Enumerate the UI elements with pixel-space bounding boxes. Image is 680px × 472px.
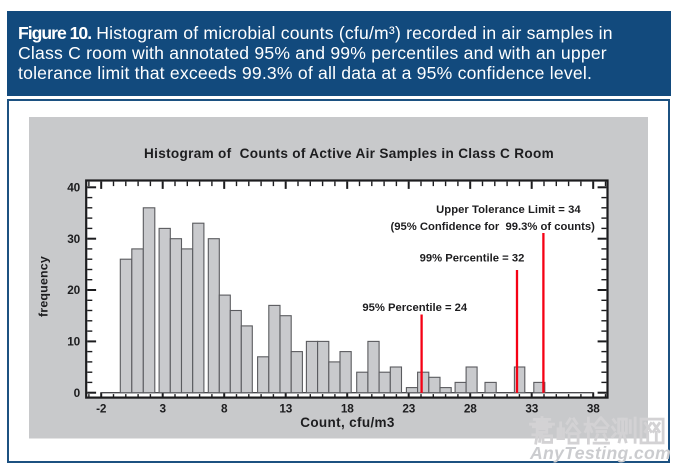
svg-text:99% Percentile = 32: 99% Percentile = 32 (420, 253, 525, 265)
svg-text:8: 8 (221, 402, 228, 416)
svg-text:Histogram of Counts of Active: Histogram of Counts of Active Air Sample… (144, 146, 554, 161)
svg-text:20: 20 (67, 283, 80, 297)
svg-text:0: 0 (74, 386, 81, 400)
svg-text:28: 28 (464, 402, 477, 416)
svg-text:frequency: frequency (37, 256, 51, 317)
svg-text:38: 38 (587, 402, 600, 416)
svg-text:3: 3 (160, 402, 167, 416)
svg-text:18: 18 (341, 402, 354, 416)
svg-text:33: 33 (525, 402, 538, 416)
svg-text:AnyTesting.com: AnyTesting.com (529, 443, 671, 463)
svg-text:(95% Confidence for 99.3% of: (95% Confidence for 99.3% of counts) (390, 221, 595, 233)
svg-text:10: 10 (67, 335, 80, 349)
svg-text:Count, cfu/m3: Count, cfu/m3 (300, 415, 395, 430)
svg-text:23: 23 (402, 402, 415, 416)
svg-text:95% Percentile = 24: 95% Percentile = 24 (362, 302, 467, 314)
svg-text:40: 40 (67, 181, 80, 195)
svg-text:13: 13 (279, 402, 292, 416)
svg-text:Upper Tolerance Limit = 34: Upper Tolerance Limit = 34 (436, 204, 581, 216)
svg-text:-2: -2 (96, 402, 107, 416)
svg-text:30: 30 (67, 232, 80, 246)
